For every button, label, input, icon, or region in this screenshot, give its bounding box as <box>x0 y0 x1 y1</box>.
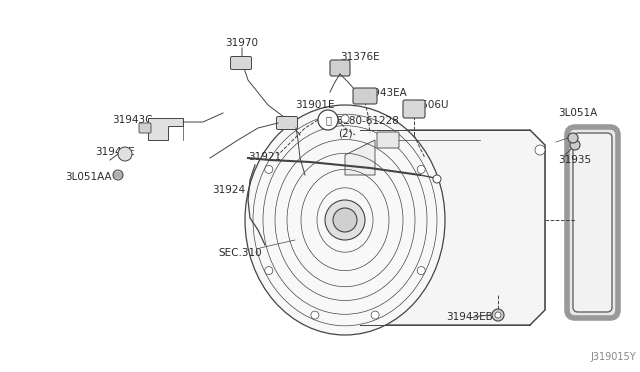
Circle shape <box>113 170 123 180</box>
FancyBboxPatch shape <box>230 57 252 70</box>
Polygon shape <box>345 130 545 325</box>
Ellipse shape <box>245 105 445 335</box>
Circle shape <box>265 166 273 173</box>
Text: 31376E: 31376E <box>340 52 380 62</box>
FancyBboxPatch shape <box>573 133 612 312</box>
Circle shape <box>570 140 580 150</box>
Text: 31901E: 31901E <box>295 100 335 110</box>
Text: 31945E: 31945E <box>95 147 134 157</box>
Circle shape <box>568 133 578 143</box>
FancyBboxPatch shape <box>403 100 425 118</box>
Circle shape <box>492 309 504 321</box>
Circle shape <box>433 175 441 183</box>
Circle shape <box>265 267 273 275</box>
Text: J319015Y: J319015Y <box>590 352 636 362</box>
Polygon shape <box>148 118 183 140</box>
FancyBboxPatch shape <box>377 132 399 148</box>
Text: 31943EA: 31943EA <box>360 88 407 98</box>
Circle shape <box>535 145 545 155</box>
FancyBboxPatch shape <box>567 127 618 318</box>
Text: 31970: 31970 <box>225 38 259 48</box>
Circle shape <box>318 110 338 130</box>
Text: (2): (2) <box>338 128 353 138</box>
Text: 3L051A: 3L051A <box>558 108 597 118</box>
Text: 31935: 31935 <box>558 155 591 165</box>
Circle shape <box>311 311 319 319</box>
Text: SEC.310: SEC.310 <box>218 248 262 258</box>
Circle shape <box>417 166 425 173</box>
Circle shape <box>325 200 365 240</box>
Polygon shape <box>345 140 375 175</box>
Text: 31943C: 31943C <box>112 115 152 125</box>
FancyBboxPatch shape <box>330 60 350 76</box>
Circle shape <box>371 311 379 319</box>
FancyBboxPatch shape <box>353 88 377 104</box>
Text: 31506U: 31506U <box>408 100 449 110</box>
FancyBboxPatch shape <box>139 123 151 133</box>
Text: 31924: 31924 <box>212 185 245 195</box>
FancyBboxPatch shape <box>276 116 298 129</box>
Circle shape <box>118 147 132 161</box>
Circle shape <box>341 115 349 123</box>
Text: Ⓞ: Ⓞ <box>325 115 331 125</box>
Circle shape <box>333 208 357 232</box>
Text: 3L051AA: 3L051AA <box>65 172 111 182</box>
Text: 31921: 31921 <box>248 152 281 162</box>
Text: 31943EB: 31943EB <box>446 312 493 322</box>
Circle shape <box>495 312 501 318</box>
Circle shape <box>417 267 425 275</box>
Text: 08L80-61228: 08L80-61228 <box>330 116 399 126</box>
